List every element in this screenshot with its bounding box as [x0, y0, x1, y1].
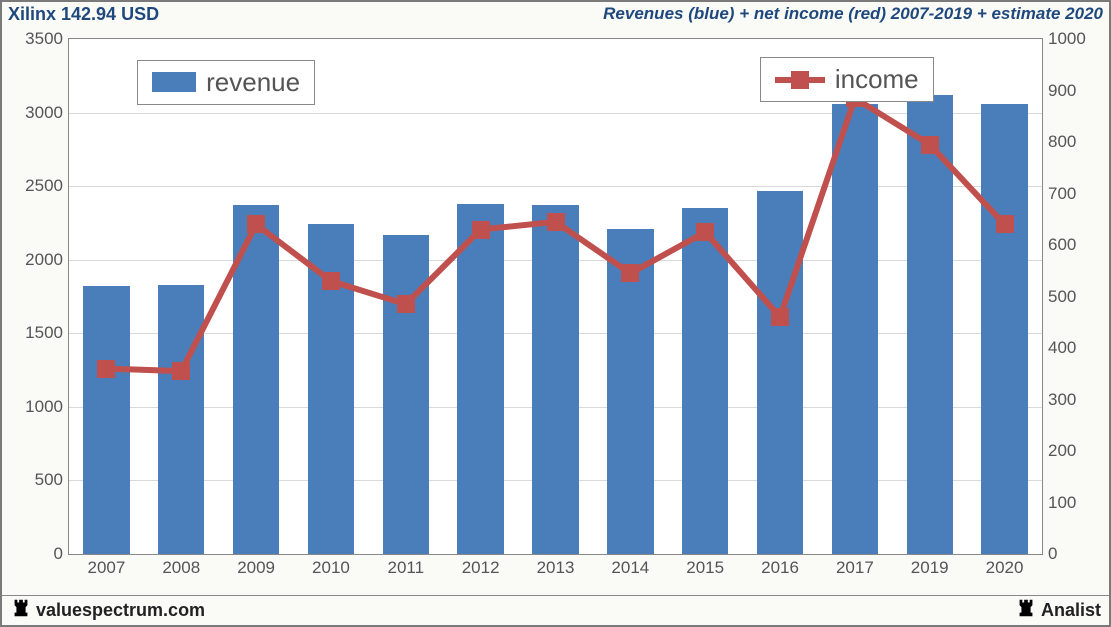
- y-left-tick-label: 3000: [19, 103, 69, 123]
- income-marker: [621, 264, 639, 282]
- x-tick-label: 2016: [761, 554, 799, 578]
- y-right-tick-label: 800: [1042, 132, 1092, 152]
- income-line: [69, 39, 1042, 554]
- y-right-tick-label: 900: [1042, 81, 1092, 101]
- y-left-tick-label: 1500: [19, 323, 69, 343]
- plot-area: 0500100015002000250030003500010020030040…: [68, 38, 1043, 555]
- y-right-tick-label: 300: [1042, 390, 1092, 410]
- y-right-tick-label: 200: [1042, 441, 1092, 461]
- x-tick-label: 2007: [88, 554, 126, 578]
- rook-icon: [10, 597, 32, 624]
- rook-icon: [1015, 597, 1037, 624]
- legend-revenue: revenue: [137, 60, 315, 105]
- income-marker: [397, 295, 415, 313]
- y-left-tick-label: 0: [19, 544, 69, 564]
- income-marker: [996, 215, 1014, 233]
- y-left-tick-label: 2000: [19, 250, 69, 270]
- footer-left: valuespectrum.com: [10, 597, 205, 624]
- y-left-tick-label: 2500: [19, 176, 69, 196]
- x-tick-label: 2014: [611, 554, 649, 578]
- x-tick-label: 2008: [162, 554, 200, 578]
- x-tick-label: 2010: [312, 554, 350, 578]
- x-tick-label: 2013: [537, 554, 575, 578]
- x-tick-label: 2015: [686, 554, 724, 578]
- x-tick-label: 2012: [462, 554, 500, 578]
- footer-left-text: valuespectrum.com: [36, 600, 205, 620]
- header-left: Xilinx 142.94 USD: [8, 4, 159, 25]
- x-tick-label: 2020: [986, 554, 1024, 578]
- legend-swatch-bar: [152, 72, 196, 92]
- x-tick-label: 2017: [836, 554, 874, 578]
- legend-income: income: [760, 57, 934, 102]
- y-left-tick-label: 1000: [19, 397, 69, 417]
- income-marker: [322, 272, 340, 290]
- y-right-tick-label: 600: [1042, 235, 1092, 255]
- plot-outer: 0 500 1000 1500 2000 2500 3000 3500 0 100 200 300 40…: [10, 30, 1101, 583]
- chart-footer: valuespectrum.com Analist: [2, 595, 1109, 625]
- income-marker: [472, 221, 490, 239]
- x-tick-label: 2019: [911, 554, 949, 578]
- y-left-tick-label: 500: [19, 470, 69, 490]
- footer-right: Analist: [1015, 597, 1101, 624]
- footer-right-text: Analist: [1041, 600, 1101, 620]
- y-right-tick-label: 700: [1042, 184, 1092, 204]
- income-marker: [547, 213, 565, 231]
- legend-revenue-label: revenue: [206, 67, 300, 98]
- income-marker: [771, 308, 789, 326]
- y-right-tick-label: 1000: [1042, 29, 1092, 49]
- income-marker: [172, 362, 190, 380]
- header-right: Revenues (blue) + net income (red) 2007-…: [603, 4, 1103, 24]
- y-right-tick-label: 100: [1042, 493, 1092, 513]
- legend-swatch-line: [775, 70, 825, 90]
- y-right-tick-label: 500: [1042, 287, 1092, 307]
- legend-income-label: income: [835, 64, 919, 95]
- income-marker: [696, 223, 714, 241]
- y-right-tick-label: 400: [1042, 338, 1092, 358]
- chart-header: Xilinx 142.94 USD Revenues (blue) + net …: [2, 2, 1109, 26]
- income-marker: [97, 360, 115, 378]
- y-right-tick-label: 0: [1042, 544, 1092, 564]
- x-tick-label: 2009: [237, 554, 275, 578]
- chart-frame: Xilinx 142.94 USD Revenues (blue) + net …: [0, 0, 1111, 627]
- y-left-tick-label: 3500: [19, 29, 69, 49]
- income-marker: [247, 215, 265, 233]
- income-marker: [921, 136, 939, 154]
- x-tick-label: 2011: [388, 554, 425, 578]
